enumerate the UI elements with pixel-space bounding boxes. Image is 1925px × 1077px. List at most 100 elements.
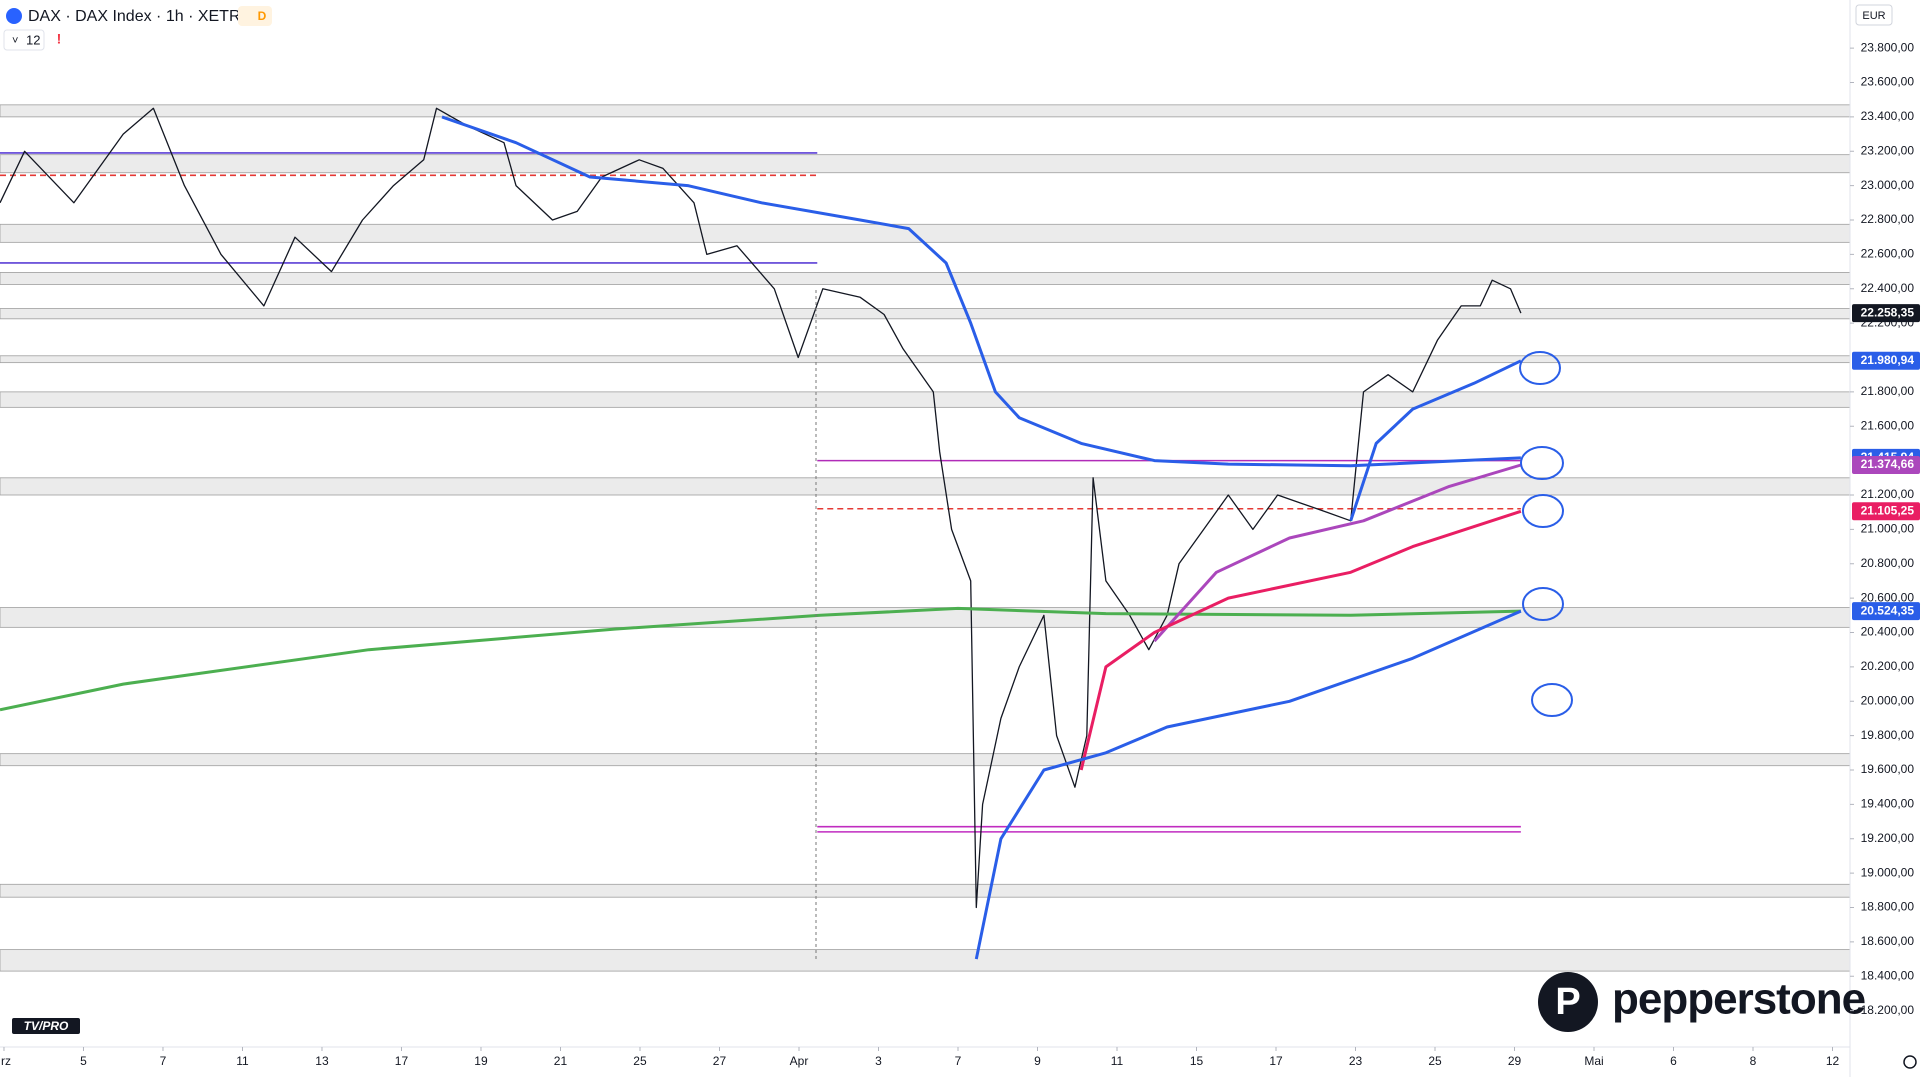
plot-area — [0, 104, 1851, 972]
price-label: 21.980,94 — [1861, 353, 1915, 367]
price-label-bg — [1852, 455, 1920, 474]
symbol-title[interactable]: DAX · DAX Index · 1h · XETR — [28, 8, 241, 25]
y-tick-label: 18.600,00 — [1861, 934, 1915, 948]
y-tick-label: 20.600,00 — [1861, 590, 1915, 604]
zone — [0, 753, 1851, 767]
x-tick-label: 9 — [1034, 1054, 1041, 1068]
x-tick-label: 17 — [1269, 1054, 1283, 1068]
settings-icon[interactable] — [1903, 1055, 1917, 1069]
price-label-bg — [1852, 304, 1920, 323]
y-tick-label: 21.800,00 — [1861, 384, 1915, 398]
price-label: 21.374,66 — [1861, 457, 1915, 471]
y-tick-label: 23.400,00 — [1861, 109, 1915, 123]
zone — [0, 308, 1851, 320]
x-tick-label: 7 — [160, 1054, 167, 1068]
x-tick-label: 21 — [554, 1054, 568, 1068]
y-tick-label: 19.600,00 — [1861, 762, 1915, 776]
y-tick-label: 21.600,00 — [1861, 418, 1915, 432]
badge-bg — [238, 6, 272, 26]
price-label: 21.105,25 — [1861, 503, 1915, 517]
y-tick-label: 20.200,00 — [1861, 659, 1915, 673]
annotation-circle — [1520, 446, 1564, 480]
price-label: 22.258,35 — [1861, 305, 1915, 319]
symbol-icon[interactable] — [6, 8, 22, 24]
currency-box[interactable] — [1855, 4, 1893, 26]
y-tick-label: 18.800,00 — [1861, 900, 1915, 914]
x-tick-label: 27 — [713, 1054, 727, 1068]
price-label-bg — [1852, 602, 1920, 621]
currency[interactable]: EUR — [1862, 10, 1885, 22]
x-tick-label: Apr — [790, 1054, 809, 1068]
zone — [0, 883, 1851, 898]
chevron: ˅ — [12, 35, 18, 47]
x-tick-label: 12 — [1826, 1054, 1840, 1068]
y-tick-label: 21.000,00 — [1861, 522, 1915, 536]
x-tick-label: 25 — [1428, 1054, 1442, 1068]
zone — [0, 355, 1851, 364]
y-tick-label: 22.400,00 — [1861, 281, 1915, 295]
series-line — [1349, 359, 1522, 522]
series-line — [0, 606, 1521, 712]
y-tick-label: 19.400,00 — [1861, 797, 1915, 811]
watermark-glyph: P — [1555, 981, 1580, 1023]
y-tick-label: 19.800,00 — [1861, 728, 1915, 742]
watermark: pepperstone — [1612, 975, 1865, 1024]
y-tick-label: 18.200,00 — [1861, 1003, 1915, 1017]
annotation-circle — [1519, 351, 1561, 385]
y-tick-label: 20.400,00 — [1861, 625, 1915, 639]
price-label-bg — [1852, 351, 1920, 370]
zone — [0, 272, 1851, 285]
annotation-circle — [1531, 683, 1573, 717]
x-tick-label: 17 — [395, 1054, 409, 1068]
x-tick-label: 5 — [80, 1054, 87, 1068]
y-tick-label: 19.000,00 — [1861, 865, 1915, 879]
y-tick-label: 23.000,00 — [1861, 178, 1915, 192]
zone — [0, 154, 1851, 174]
series-line — [0, 107, 1522, 909]
y-tick-label: 23.600,00 — [1861, 75, 1915, 89]
y-tick-label: 23.800,00 — [1861, 40, 1915, 54]
y-tick-label: 20.000,00 — [1861, 693, 1915, 707]
x-tick-label: 3 — [875, 1054, 882, 1068]
y-tick-label: 20.800,00 — [1861, 556, 1915, 570]
series-line — [441, 115, 1521, 468]
x-tick-label: rz — [1, 1054, 11, 1068]
x-tick-label: 7 — [955, 1054, 962, 1068]
interval-badge: D — [258, 9, 267, 23]
y-tick-label: 21.200,00 — [1861, 487, 1915, 501]
x-tick-label: 11 — [236, 1054, 249, 1068]
zone — [0, 949, 1851, 972]
y-tick-label: 19.200,00 — [1861, 831, 1915, 845]
x-tick-label: 23 — [1349, 1054, 1363, 1068]
annotation-circle — [1522, 587, 1564, 621]
series-line — [974, 609, 1522, 960]
annotations — [1519, 351, 1573, 717]
zone — [0, 477, 1851, 496]
x-tick-label: 13 — [315, 1054, 329, 1068]
indicator-count: 12 — [26, 32, 40, 47]
y-tick-label: 22.800,00 — [1861, 212, 1915, 226]
series-line — [1153, 463, 1522, 643]
logo-bg — [12, 1018, 80, 1034]
zone — [0, 223, 1851, 243]
indicator-toggle[interactable] — [3, 29, 45, 51]
series-line — [1079, 509, 1522, 771]
x-tick-label: 15 — [1190, 1054, 1204, 1068]
x-tick-label: 8 — [1750, 1054, 1757, 1068]
x-tick-label: Mai — [1584, 1054, 1603, 1068]
zone — [0, 391, 1851, 408]
x-tick-label: 6 — [1670, 1054, 1677, 1068]
x-tick-label: 19 — [474, 1054, 488, 1068]
price-label: 20.524,35 — [1861, 603, 1915, 617]
watermark-icon — [1538, 972, 1598, 1032]
zone — [0, 104, 1851, 118]
price-label-bg — [1852, 502, 1920, 521]
y-tick-label: 18.400,00 — [1861, 968, 1915, 982]
logo: TV/PRO — [24, 1019, 69, 1033]
alert-icon[interactable]: ! — [57, 31, 62, 47]
x-tick-label: 25 — [633, 1054, 647, 1068]
annotation-circle — [1522, 494, 1564, 528]
x-tick-label: 29 — [1508, 1054, 1522, 1068]
